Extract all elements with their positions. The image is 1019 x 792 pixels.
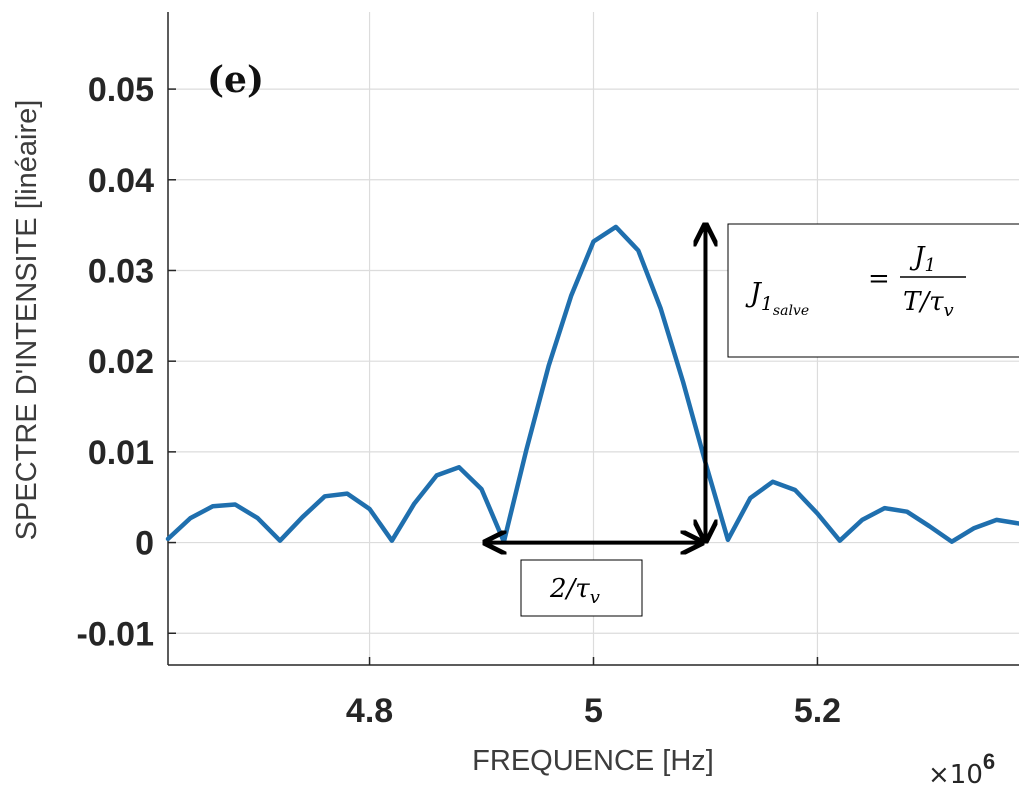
y-axis-label: SPECTRE D'INTENSITE [linéaire] [11, 100, 43, 541]
x-ticks: 4.8 5 5.2 [346, 657, 841, 730]
panel-label: (e) [207, 59, 264, 101]
svg-text:J1salve: J1salve [745, 278, 809, 319]
width-label-box: 2/τv [520, 559, 643, 617]
series [165, 224, 1019, 544]
x-tick-label: 5.2 [794, 692, 841, 730]
y-tick-label: 0.04 [88, 162, 154, 200]
y-tick-label: 0.03 [88, 252, 154, 290]
y-tick-label: 0 [135, 525, 154, 563]
svg-text:J1: J1 [909, 242, 936, 276]
height-formula-box: J1salve = J1 T/τv [727, 223, 1019, 358]
x-tick-label: 5 [584, 692, 603, 730]
y-tick-label: -0.01 [77, 615, 155, 653]
y-tick-label: 0.01 [88, 434, 154, 472]
grid [168, 12, 1019, 665]
svg-text:2/τv: 2/τv [549, 574, 600, 608]
x-tick-label: 4.8 [346, 692, 393, 730]
svg-text:=: = [868, 264, 890, 294]
annotations [488, 227, 706, 542]
series-line [165, 224, 1019, 544]
y-ticks: -0.01 0 0.01 0.02 0.03 0.04 0.05 [77, 71, 176, 653]
y-tick-label: 0.05 [88, 71, 154, 109]
x-exponent: ×106 [928, 749, 995, 790]
y-tick-label: 0.02 [88, 343, 154, 381]
svg-text:T/τv: T/τv [903, 287, 954, 321]
x-axis-label: FREQUENCE [Hz] [472, 745, 714, 777]
